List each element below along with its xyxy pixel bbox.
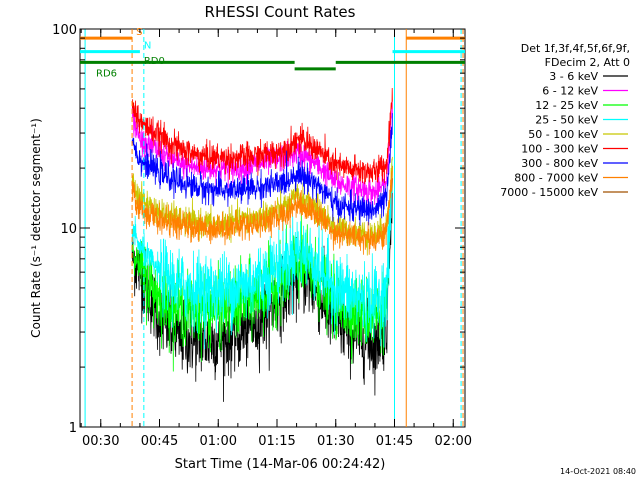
legend-header-line2: FDecim 2, Att 0 (545, 56, 630, 69)
legend-label-2: 12 - 25 keV (535, 99, 598, 112)
legend-label-8: 7000 - 15000 keV (500, 186, 598, 199)
x-axis-label: Start Time (14-Mar-06 00:24:42) (175, 457, 386, 472)
legend-header-line1: Det 1f,3f,4f,5f,6f,9f, (521, 42, 630, 55)
y-tick-label-2: 100 (52, 23, 77, 38)
plot-frame (79, 28, 466, 428)
x-tick-label-4: 01:30 (317, 434, 354, 449)
series-line-6 (131, 113, 393, 226)
plot-area: SN RD6 RD0 (80, 27, 465, 427)
series-line-1 (131, 101, 393, 206)
legend-label-1: 6 - 12 keV (542, 85, 598, 98)
x-tick-label-3: 01:15 (258, 434, 295, 449)
state-bar-label-0: S (136, 27, 142, 38)
legend-label-3: 25 - 50 keV (535, 114, 598, 127)
state-bar-label-5: RD0 (144, 56, 165, 67)
legend-label-0: 3 - 6 keV (549, 70, 598, 83)
series-line-5 (131, 87, 393, 185)
state-bar-label-4: RD6 (96, 68, 117, 79)
x-tick-label-0: 00:30 (82, 434, 119, 449)
state-bar-label-2: N (144, 41, 151, 52)
x-tick-label-6: 02:00 (435, 434, 472, 449)
series-line-3 (131, 158, 393, 350)
y-tick-label-0: 1 (69, 421, 77, 436)
y-axis-label: Count Rate (s⁻¹ detector segment⁻¹) (29, 118, 43, 338)
legend-label-7: 800 - 7000 keV (514, 172, 598, 185)
x-tick-label-1: 00:45 (141, 434, 178, 449)
timestamp: 14-Oct-2021 08:40 (560, 467, 636, 476)
x-tick-label-2: 01:00 (200, 434, 237, 449)
legend: Det 1f,3f,4f,5f,6f,9f, FDecim 2, Att 0 3… (500, 42, 630, 199)
y-tick-label-1: 10 (60, 222, 77, 237)
legend-label-6: 300 - 800 keV (521, 157, 598, 170)
series-line-7 (131, 165, 393, 255)
legend-label-4: 50 - 100 keV (528, 128, 598, 141)
chart-title: RHESSI Count Rates (205, 3, 356, 21)
x-tick-label-5: 01:45 (376, 434, 413, 449)
legend-label-5: 100 - 300 keV (521, 143, 598, 156)
